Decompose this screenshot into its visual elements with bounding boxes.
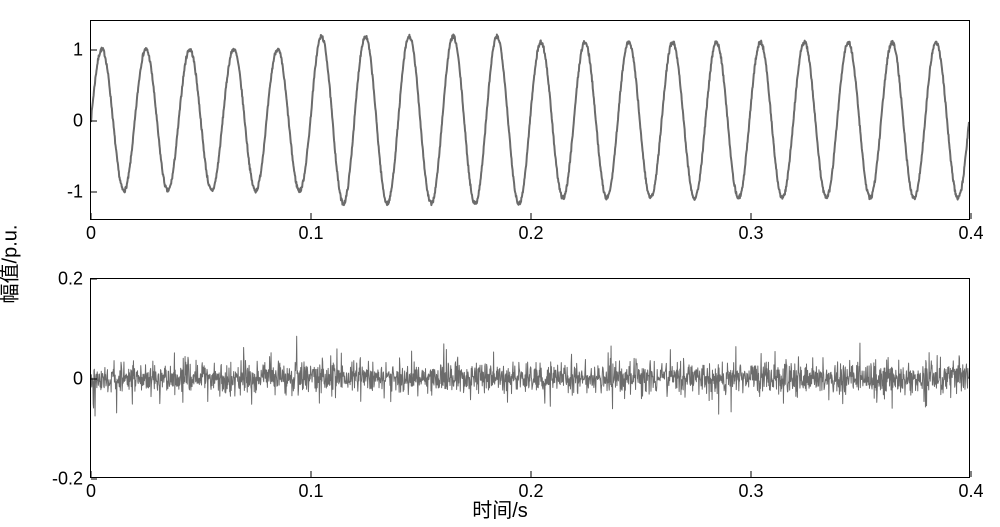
x-tick-label: 0.1 — [298, 223, 323, 244]
top-plot: 00.10.20.30.4-101 — [90, 20, 970, 220]
plot-canvas — [91, 21, 969, 219]
x-tick-label: 0.2 — [518, 223, 543, 244]
x-tick-mark — [751, 471, 752, 477]
signal-line — [91, 336, 969, 416]
x-tick-label: 0 — [86, 223, 96, 244]
x-tick-label: 0.3 — [738, 223, 763, 244]
y-tick-label: -0.2 — [52, 469, 83, 490]
x-tick-mark — [311, 213, 312, 219]
x-tick-label: 0.1 — [298, 481, 323, 502]
y-tick-label: 0.2 — [58, 269, 83, 290]
y-tick-mark — [91, 279, 97, 280]
y-tick-label: 0 — [73, 369, 83, 390]
y-tick-label: 1 — [73, 39, 83, 60]
y-axis-label: 幅值/p.u. — [0, 224, 23, 303]
y-tick-mark — [91, 121, 97, 122]
x-tick-mark — [91, 213, 92, 219]
x-tick-label: 0.4 — [958, 223, 983, 244]
x-tick-mark — [91, 471, 92, 477]
x-tick-label: 0.3 — [738, 481, 763, 502]
x-tick-mark — [531, 471, 532, 477]
x-tick-mark — [531, 213, 532, 219]
x-tick-mark — [751, 213, 752, 219]
x-tick-mark — [311, 471, 312, 477]
signal-line — [91, 35, 969, 206]
x-tick-mark — [971, 471, 972, 477]
x-tick-mark — [971, 213, 972, 219]
y-tick-mark — [91, 379, 97, 380]
y-tick-mark — [91, 192, 97, 193]
x-tick-label: 0.2 — [518, 481, 543, 502]
plot-canvas — [91, 279, 969, 477]
y-tick-mark — [91, 479, 97, 480]
figure: 幅值/p.u. 时间/s 00.10.20.30.4-101 00.10.20.… — [0, 0, 1000, 527]
x-tick-label: 0 — [86, 481, 96, 502]
y-tick-label: 0 — [73, 111, 83, 132]
bottom-plot: 00.10.20.30.4-0.200.2 — [90, 278, 970, 478]
x-tick-label: 0.4 — [958, 481, 983, 502]
y-tick-label: -1 — [67, 182, 83, 203]
y-tick-mark — [91, 49, 97, 50]
